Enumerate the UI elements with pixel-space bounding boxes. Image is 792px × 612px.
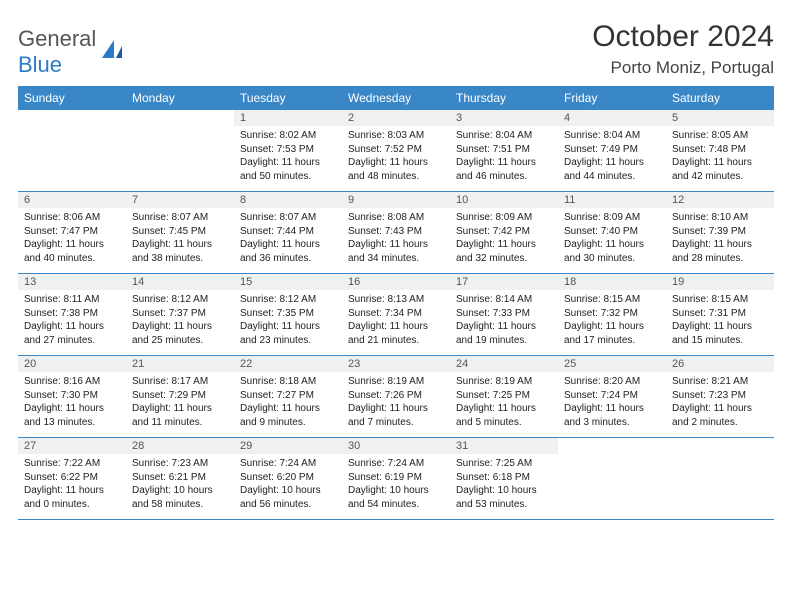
day-number: 31 bbox=[450, 438, 558, 455]
weekday-header: Friday bbox=[558, 86, 666, 110]
day-number: 9 bbox=[342, 192, 450, 209]
day-number: 1 bbox=[234, 110, 342, 126]
day-cell: Sunrise: 8:09 AMSunset: 7:42 PMDaylight:… bbox=[450, 208, 558, 274]
weekday-header: Sunday bbox=[18, 86, 126, 110]
day-cell: Sunrise: 7:24 AMSunset: 6:20 PMDaylight:… bbox=[234, 454, 342, 520]
day-number: 21 bbox=[126, 356, 234, 373]
day-number: 11 bbox=[558, 192, 666, 209]
day-number: 28 bbox=[126, 438, 234, 455]
day-cell: Sunrise: 8:15 AMSunset: 7:31 PMDaylight:… bbox=[666, 290, 774, 356]
day-number: 25 bbox=[558, 356, 666, 373]
day-number: 4 bbox=[558, 110, 666, 126]
day-cell: Sunrise: 8:12 AMSunset: 7:37 PMDaylight:… bbox=[126, 290, 234, 356]
day-cell: Sunrise: 8:08 AMSunset: 7:43 PMDaylight:… bbox=[342, 208, 450, 274]
day-number: 8 bbox=[234, 192, 342, 209]
day-number-row: 13141516171819 bbox=[18, 274, 774, 291]
day-cell: Sunrise: 8:17 AMSunset: 7:29 PMDaylight:… bbox=[126, 372, 234, 438]
day-number: 29 bbox=[234, 438, 342, 455]
day-content-row: Sunrise: 8:02 AMSunset: 7:53 PMDaylight:… bbox=[18, 126, 774, 192]
day-cell: Sunrise: 8:18 AMSunset: 7:27 PMDaylight:… bbox=[234, 372, 342, 438]
title-block: October 2024 Porto Moniz, Portugal bbox=[592, 20, 774, 78]
day-cell: Sunrise: 8:05 AMSunset: 7:48 PMDaylight:… bbox=[666, 126, 774, 192]
day-number: 22 bbox=[234, 356, 342, 373]
day-number: 10 bbox=[450, 192, 558, 209]
day-number-row: 12345 bbox=[18, 110, 774, 126]
day-cell bbox=[558, 454, 666, 520]
day-number: 14 bbox=[126, 274, 234, 291]
day-cell bbox=[18, 126, 126, 192]
day-cell: Sunrise: 8:19 AMSunset: 7:25 PMDaylight:… bbox=[450, 372, 558, 438]
logo-text-2: Blue bbox=[18, 52, 62, 77]
month-title: October 2024 bbox=[592, 20, 774, 54]
day-number bbox=[18, 110, 126, 126]
day-number-row: 2728293031 bbox=[18, 438, 774, 455]
weekday-header: Monday bbox=[126, 86, 234, 110]
logo-sail-icon bbox=[100, 38, 126, 67]
day-cell: Sunrise: 8:06 AMSunset: 7:47 PMDaylight:… bbox=[18, 208, 126, 274]
day-number: 2 bbox=[342, 110, 450, 126]
day-number: 19 bbox=[666, 274, 774, 291]
day-cell: Sunrise: 8:14 AMSunset: 7:33 PMDaylight:… bbox=[450, 290, 558, 356]
day-cell: Sunrise: 8:03 AMSunset: 7:52 PMDaylight:… bbox=[342, 126, 450, 192]
day-content-row: Sunrise: 7:22 AMSunset: 6:22 PMDaylight:… bbox=[18, 454, 774, 520]
logo-text-1: General bbox=[18, 26, 96, 51]
day-cell bbox=[666, 454, 774, 520]
header: General Blue October 2024 Porto Moniz, P… bbox=[18, 20, 774, 78]
day-number: 6 bbox=[18, 192, 126, 209]
day-number: 13 bbox=[18, 274, 126, 291]
day-number: 16 bbox=[342, 274, 450, 291]
day-number bbox=[126, 110, 234, 126]
day-number bbox=[666, 438, 774, 455]
day-number: 27 bbox=[18, 438, 126, 455]
day-number: 24 bbox=[450, 356, 558, 373]
day-cell: Sunrise: 8:09 AMSunset: 7:40 PMDaylight:… bbox=[558, 208, 666, 274]
calendar-table: Sunday Monday Tuesday Wednesday Thursday… bbox=[18, 86, 774, 520]
day-cell: Sunrise: 7:23 AMSunset: 6:21 PMDaylight:… bbox=[126, 454, 234, 520]
day-number-row: 20212223242526 bbox=[18, 356, 774, 373]
day-number: 23 bbox=[342, 356, 450, 373]
day-cell: Sunrise: 8:04 AMSunset: 7:51 PMDaylight:… bbox=[450, 126, 558, 192]
day-number: 5 bbox=[666, 110, 774, 126]
weekday-header: Saturday bbox=[666, 86, 774, 110]
location: Porto Moniz, Portugal bbox=[592, 58, 774, 78]
logo-text: General Blue bbox=[18, 26, 96, 78]
day-cell: Sunrise: 8:07 AMSunset: 7:45 PMDaylight:… bbox=[126, 208, 234, 274]
day-number: 26 bbox=[666, 356, 774, 373]
day-content-row: Sunrise: 8:16 AMSunset: 7:30 PMDaylight:… bbox=[18, 372, 774, 438]
day-number: 3 bbox=[450, 110, 558, 126]
weekday-header-row: Sunday Monday Tuesday Wednesday Thursday… bbox=[18, 86, 774, 110]
day-cell: Sunrise: 7:25 AMSunset: 6:18 PMDaylight:… bbox=[450, 454, 558, 520]
day-cell: Sunrise: 8:19 AMSunset: 7:26 PMDaylight:… bbox=[342, 372, 450, 438]
day-cell: Sunrise: 8:07 AMSunset: 7:44 PMDaylight:… bbox=[234, 208, 342, 274]
day-cell: Sunrise: 8:02 AMSunset: 7:53 PMDaylight:… bbox=[234, 126, 342, 192]
day-number: 12 bbox=[666, 192, 774, 209]
logo: General Blue bbox=[18, 20, 126, 78]
day-cell: Sunrise: 8:21 AMSunset: 7:23 PMDaylight:… bbox=[666, 372, 774, 438]
day-cell: Sunrise: 7:24 AMSunset: 6:19 PMDaylight:… bbox=[342, 454, 450, 520]
day-cell: Sunrise: 8:13 AMSunset: 7:34 PMDaylight:… bbox=[342, 290, 450, 356]
day-cell: Sunrise: 8:11 AMSunset: 7:38 PMDaylight:… bbox=[18, 290, 126, 356]
day-number: 15 bbox=[234, 274, 342, 291]
day-cell: Sunrise: 8:20 AMSunset: 7:24 PMDaylight:… bbox=[558, 372, 666, 438]
day-number: 30 bbox=[342, 438, 450, 455]
day-content-row: Sunrise: 8:06 AMSunset: 7:47 PMDaylight:… bbox=[18, 208, 774, 274]
day-number bbox=[558, 438, 666, 455]
day-cell: Sunrise: 8:12 AMSunset: 7:35 PMDaylight:… bbox=[234, 290, 342, 356]
day-cell: Sunrise: 8:04 AMSunset: 7:49 PMDaylight:… bbox=[558, 126, 666, 192]
day-cell: Sunrise: 8:16 AMSunset: 7:30 PMDaylight:… bbox=[18, 372, 126, 438]
day-number: 17 bbox=[450, 274, 558, 291]
day-number-row: 6789101112 bbox=[18, 192, 774, 209]
day-cell bbox=[126, 126, 234, 192]
weekday-header: Thursday bbox=[450, 86, 558, 110]
day-content-row: Sunrise: 8:11 AMSunset: 7:38 PMDaylight:… bbox=[18, 290, 774, 356]
weekday-header: Tuesday bbox=[234, 86, 342, 110]
weekday-header: Wednesday bbox=[342, 86, 450, 110]
day-number: 7 bbox=[126, 192, 234, 209]
day-cell: Sunrise: 7:22 AMSunset: 6:22 PMDaylight:… bbox=[18, 454, 126, 520]
day-number: 20 bbox=[18, 356, 126, 373]
day-number: 18 bbox=[558, 274, 666, 291]
day-cell: Sunrise: 8:10 AMSunset: 7:39 PMDaylight:… bbox=[666, 208, 774, 274]
day-cell: Sunrise: 8:15 AMSunset: 7:32 PMDaylight:… bbox=[558, 290, 666, 356]
